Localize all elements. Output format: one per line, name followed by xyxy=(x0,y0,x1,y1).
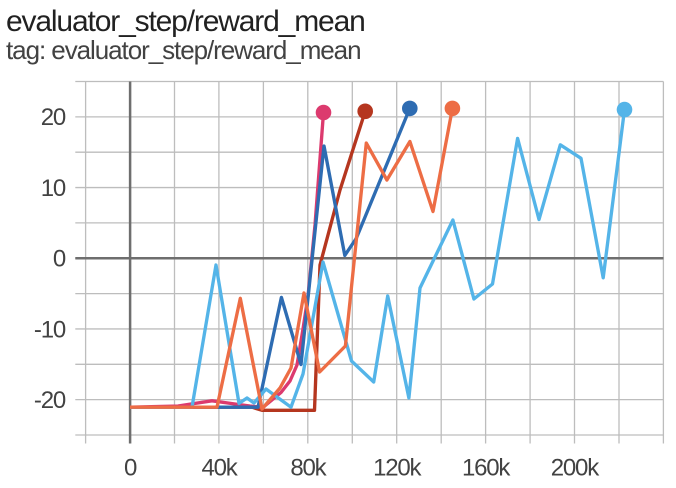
svg-text:40k: 40k xyxy=(201,455,238,482)
svg-text:160k: 160k xyxy=(462,455,511,482)
svg-text:0: 0 xyxy=(124,455,137,482)
svg-text:200k: 200k xyxy=(551,455,600,482)
svg-text:120k: 120k xyxy=(373,455,422,482)
svg-text:-20: -20 xyxy=(34,387,66,414)
svg-text:tag: evaluator_step/reward_mea: tag: evaluator_step/reward_mean xyxy=(6,35,361,65)
svg-text:80k: 80k xyxy=(290,455,327,482)
svg-text:0: 0 xyxy=(53,246,66,273)
svg-text:evaluator_step/reward_mean: evaluator_step/reward_mean xyxy=(6,5,365,38)
svg-text:20: 20 xyxy=(41,104,66,131)
svg-text:-10: -10 xyxy=(34,316,66,343)
svg-text:10: 10 xyxy=(41,175,66,202)
